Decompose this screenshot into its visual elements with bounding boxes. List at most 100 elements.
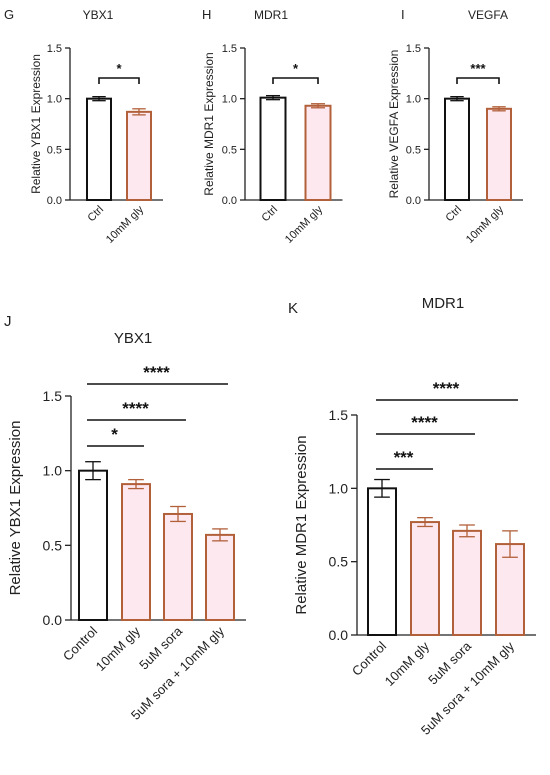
significance-bracket: * — [272, 61, 319, 84]
error-bar-3 — [459, 524, 475, 538]
bar-3 — [452, 529, 482, 636]
bar-2 — [410, 521, 440, 636]
significance-bracket: **** — [87, 363, 228, 385]
significance-bracket: **** — [376, 413, 475, 435]
significance-label: **** — [433, 379, 460, 398]
y-tick-label: 1.0 — [406, 94, 421, 106]
error-bar-1 — [92, 95, 106, 102]
bar-3 — [163, 512, 193, 621]
y-tick-label: 0.0 — [47, 195, 62, 207]
error-bar-1 — [266, 94, 280, 101]
significance-label: **** — [411, 413, 438, 432]
y-tick-label: 1.0 — [47, 94, 62, 106]
error-bar-1 — [85, 461, 101, 481]
significance-bracket: **** — [376, 379, 518, 401]
error-bar-2 — [492, 106, 506, 112]
y-tick-label: 1.0 — [329, 480, 349, 496]
significance-label: * — [111, 425, 118, 444]
error-bar-4 — [502, 530, 518, 558]
chart-panel-G: G YBX1 Relative YBX1 Expression 0.0 0.5 1.0 1.… — [4, 7, 163, 246]
x-category-label: 10mM gly — [93, 623, 144, 674]
error-bar-1 — [450, 95, 464, 102]
bar-1 — [367, 487, 397, 637]
chart-panel-H: H MDR1 Relative MDR1 Expression 0.0 0.5 1.0 1.… — [202, 7, 343, 246]
y-axis-label: Relative MDR1 Expression — [202, 52, 216, 195]
x-category-label: Ctrl — [260, 204, 281, 225]
y-tick-label: 1.5 — [406, 43, 421, 55]
x-category-label: Control — [349, 638, 389, 678]
error-bar-2 — [417, 517, 433, 528]
bar-4 — [495, 543, 525, 636]
y-tick-label: 0.5 — [406, 144, 421, 156]
significance-bracket: **** — [87, 399, 186, 421]
significance-label: **** — [122, 399, 149, 418]
y-tick-label: 1.5 — [47, 43, 62, 55]
error-bar-2 — [311, 103, 325, 109]
y-tick-label: 1.0 — [43, 463, 63, 479]
chart-title: VEGFA — [468, 8, 508, 22]
y-tick-label: 0.5 — [329, 554, 349, 570]
bar-4 — [205, 533, 235, 622]
y-tick-label: 1.5 — [43, 388, 63, 404]
error-bar-3 — [170, 505, 186, 523]
bar-2 — [304, 104, 332, 201]
x-category-label: 10mM gly — [283, 203, 326, 246]
bar-1 — [86, 97, 112, 201]
chart-panel-I: I VEGFA Relative VEGFA Expression 0.0 0.5 1.0… — [387, 7, 523, 246]
error-bar-4 — [212, 528, 228, 542]
chart-title: YBX1 — [114, 330, 152, 347]
bar-2 — [126, 110, 152, 201]
y-tick-label: 0.5 — [47, 144, 62, 156]
bar-2 — [486, 107, 512, 201]
significance-line — [98, 77, 140, 84]
y-tick-label: 1.5 — [329, 407, 349, 423]
y-tick-label: 0.5 — [43, 537, 63, 553]
y-axis-label: Relative YBX1 Expression — [7, 421, 24, 596]
bar-1 — [78, 469, 108, 621]
y-tick-label: 0.0 — [222, 195, 237, 207]
y-tick-label: 0.5 — [222, 144, 237, 156]
significance-label: **** — [143, 363, 170, 382]
chart-title: MDR1 — [422, 295, 465, 312]
panel-letter: G — [4, 7, 14, 22]
x-category-label: 10mM gly — [104, 203, 147, 246]
significance-line — [456, 77, 500, 84]
chart-panel-K: K MDR1 Relative MDR1 Expression 0.0 0.5 1.0 1.… — [288, 295, 536, 738]
x-category-label: Ctrl — [86, 204, 107, 225]
significance-label: *** — [394, 448, 414, 467]
panel-letter: I — [401, 7, 405, 22]
significance-line — [272, 77, 319, 84]
y-tick-label: 1.5 — [222, 43, 237, 55]
x-category-label: 10mM gly — [382, 638, 433, 689]
bar-1 — [444, 97, 470, 201]
y-axis-label: Relative YBX1 Expression — [29, 54, 43, 194]
significance-bracket: *** — [456, 61, 500, 84]
significance-label: *** — [470, 61, 486, 76]
error-bar-2 — [128, 478, 144, 490]
significance-bracket: * — [98, 61, 140, 84]
x-category-label: 10mM gly — [464, 203, 507, 246]
y-tick-label: 1.0 — [222, 94, 237, 106]
panel-letter: H — [202, 7, 211, 22]
significance-bracket: *** — [376, 448, 433, 470]
error-bar-2 — [132, 108, 146, 116]
panel-letter: K — [288, 300, 298, 317]
y-tick-label: 0.0 — [406, 195, 421, 207]
significance-label: * — [116, 61, 122, 76]
error-bar-1 — [374, 478, 390, 498]
bar-1 — [259, 96, 287, 201]
y-axis-label: Relative VEGFA Expression — [387, 50, 401, 199]
y-tick-label: 0.0 — [329, 627, 349, 643]
panel-letter: J — [4, 313, 12, 330]
chart-title: MDR1 — [254, 8, 288, 22]
bar-2 — [121, 483, 151, 621]
x-category-label: Control — [60, 623, 100, 663]
chart-panel-J: J YBX1 Relative YBX1 Expression 0.0 0.5 1.0 1.… — [4, 313, 246, 723]
x-category-label: Ctrl — [444, 204, 465, 225]
y-axis-label: Relative MDR1 Expression — [293, 435, 310, 614]
significance-bracket: * — [87, 425, 144, 447]
y-tick-label: 0.0 — [43, 612, 63, 628]
significance-label: * — [293, 61, 299, 76]
chart-title: YBX1 — [83, 8, 114, 22]
